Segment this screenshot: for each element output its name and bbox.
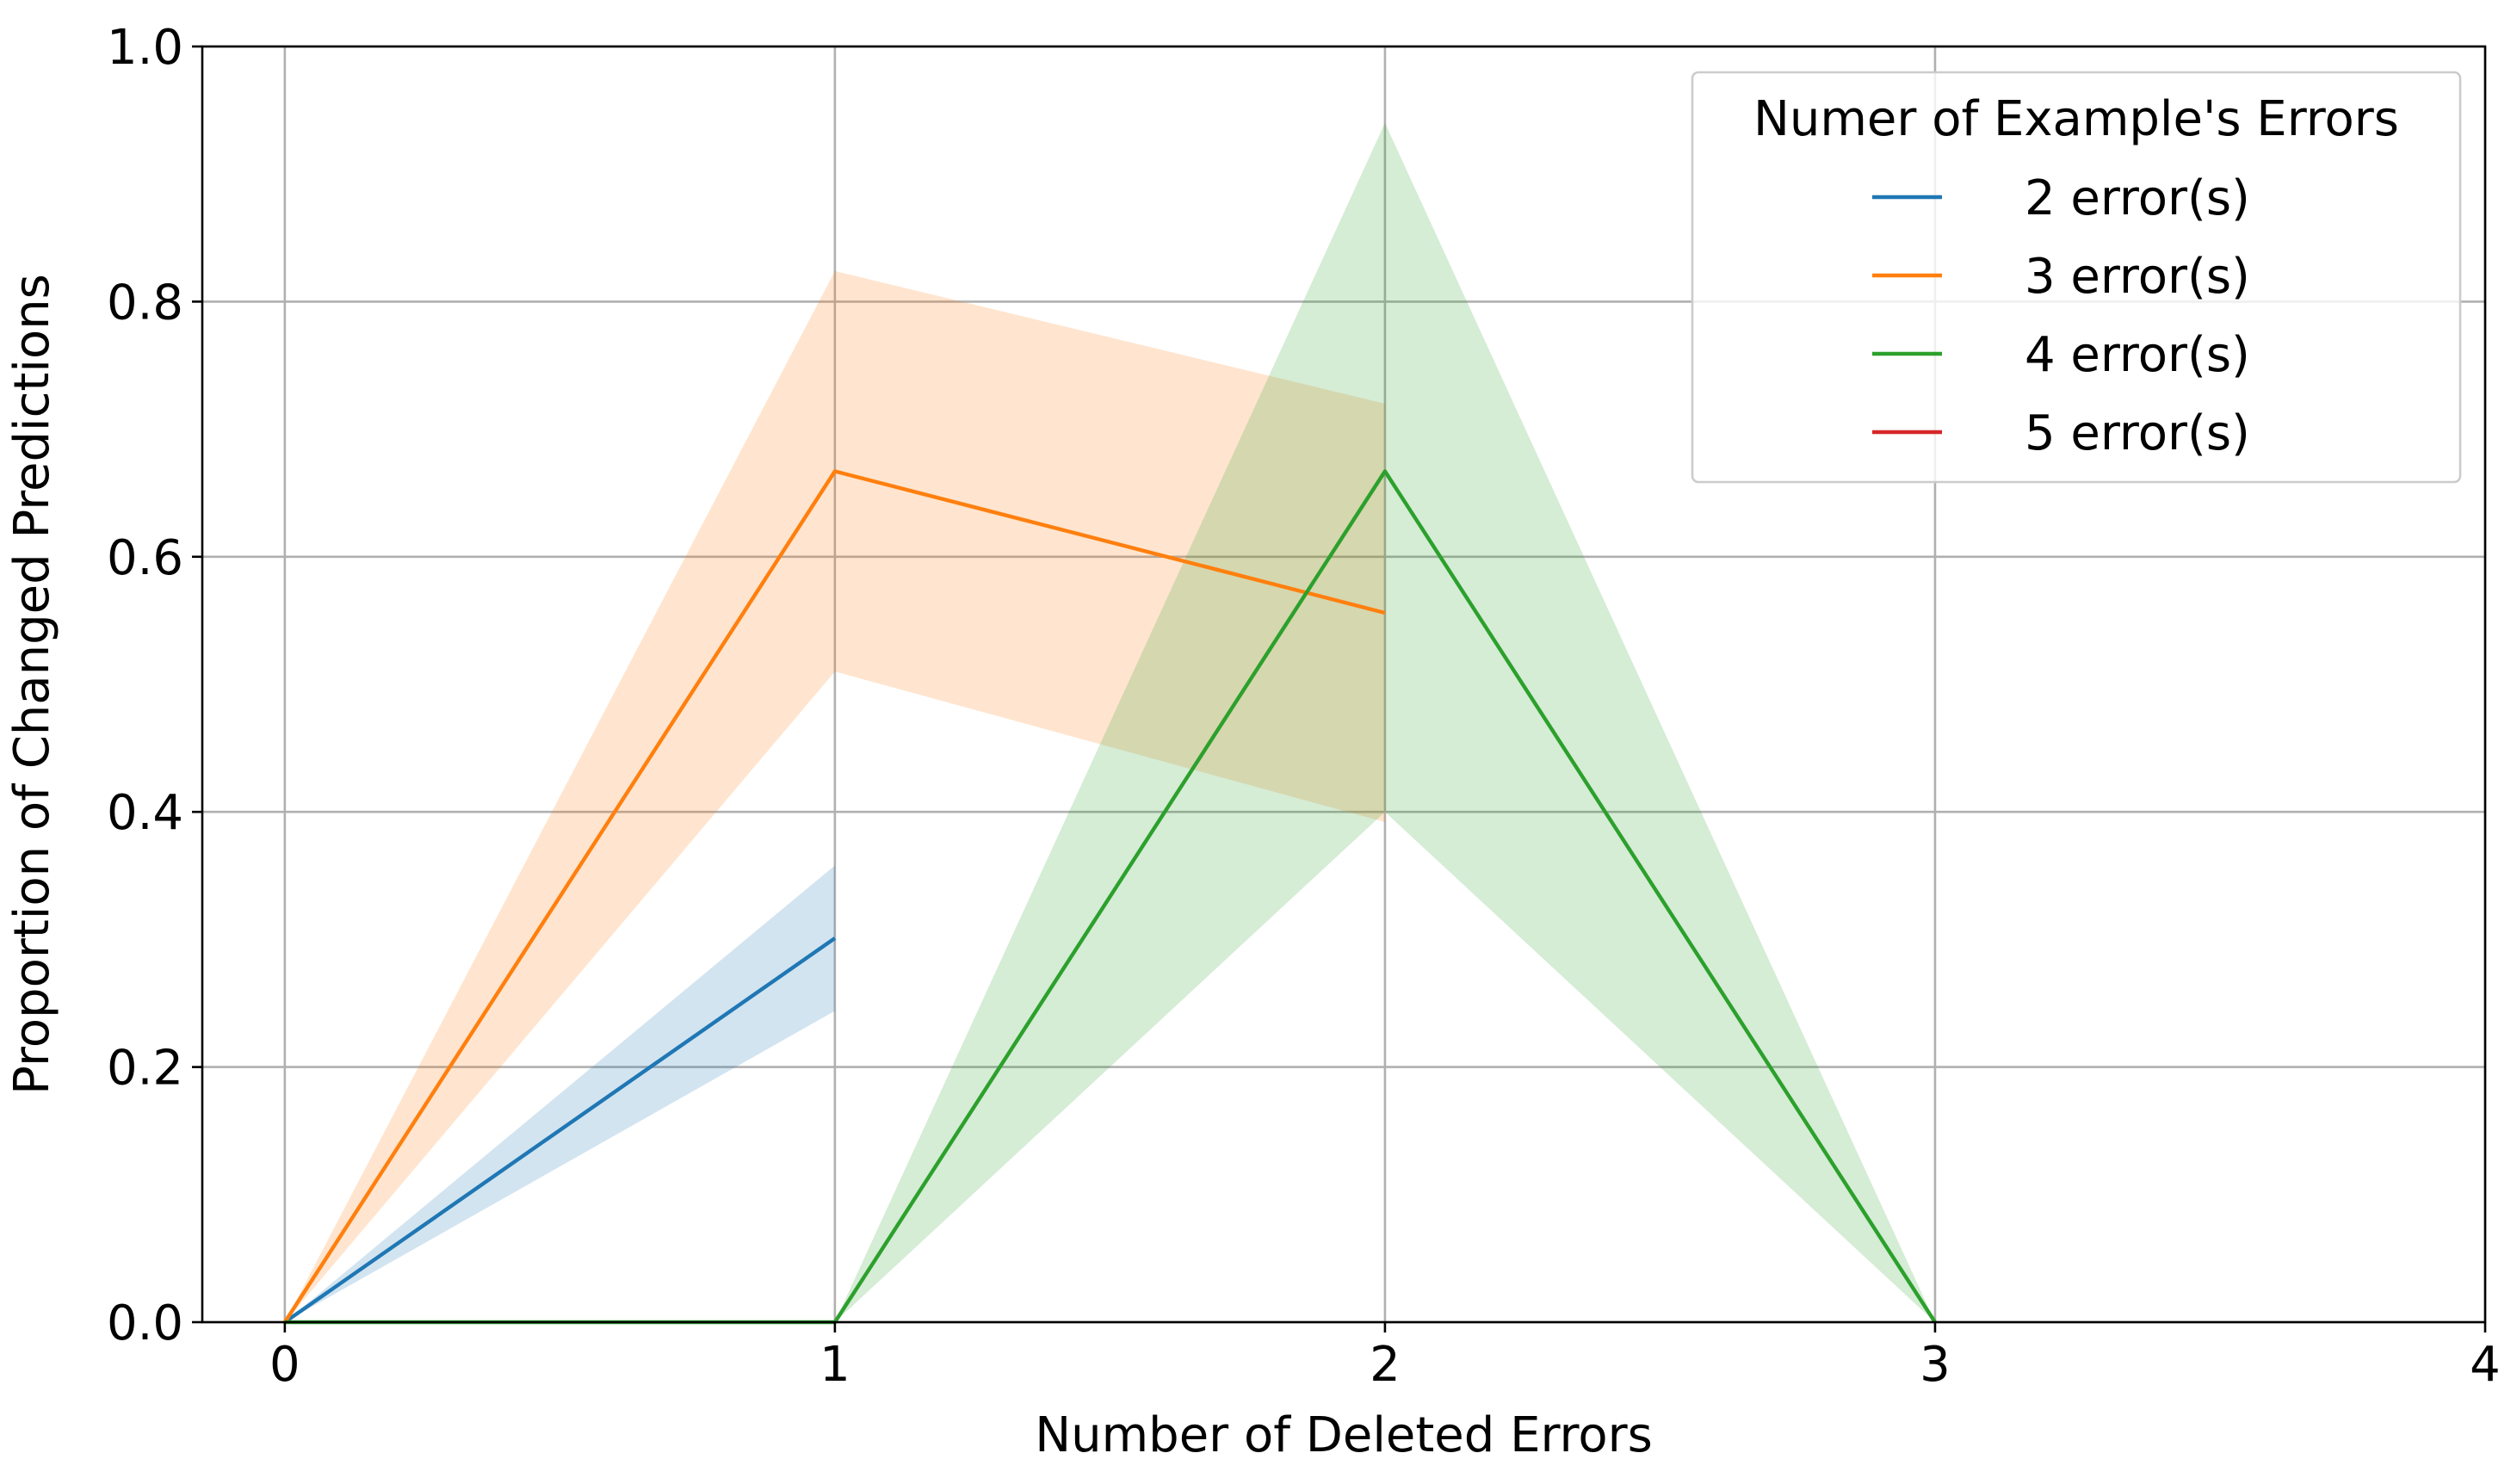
x-tick-label: 0 (269, 1337, 300, 1393)
legend-entry-label: 2 error(s) (2025, 170, 2250, 226)
series-line (283, 937, 837, 1324)
x-tick-label: 2 (1370, 1337, 1401, 1393)
confidence-bands (284, 122, 1935, 1322)
legend-title: Numer of Example's Errors (1753, 91, 2399, 147)
legend-entry-label: 5 error(s) (2025, 405, 2250, 461)
y-axis-label: Proportion of Changed Predictions (4, 274, 60, 1095)
y-tick-label: 0.0 (107, 1295, 183, 1351)
x-tick-label: 3 (1920, 1337, 1951, 1393)
y-tick-label: 0.6 (107, 530, 183, 586)
confidence-band (284, 865, 835, 1322)
y-tick-label: 0.2 (107, 1041, 183, 1097)
y-tick-label: 0.8 (107, 275, 183, 331)
legend-entry-label: 4 error(s) (2025, 327, 2250, 383)
legend-box (1691, 71, 2462, 484)
series-line (283, 469, 1386, 1324)
x-tick-label: 4 (2470, 1337, 2501, 1393)
confidence-band (284, 270, 1385, 1322)
legend-entry-label: 3 error(s) (2025, 249, 2250, 305)
axis-ticks: 0 1 2 3 4 0.0 0.2 0.4 0.6 0.8 1.0 (107, 20, 2501, 1393)
x-axis-label: Number of Deleted Errors (1035, 1407, 1653, 1463)
axes-frame (201, 45, 2487, 1324)
x-tick-label: 1 (819, 1337, 850, 1393)
confidence-band (284, 122, 1935, 1322)
y-tick-label: 1.0 (107, 20, 183, 76)
y-tick-label: 0.4 (107, 785, 183, 841)
legend: Numer of Example's Errors 2 error(s) 3 err… (1691, 71, 2462, 484)
